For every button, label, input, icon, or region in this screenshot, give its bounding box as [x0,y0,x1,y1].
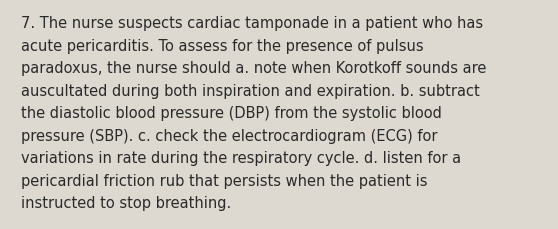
Text: 7. The nurse suspects cardiac tamponade in a patient who has: 7. The nurse suspects cardiac tamponade … [21,16,483,31]
Text: pericardial friction rub that persists when the patient is: pericardial friction rub that persists w… [21,173,427,188]
Text: pressure (SBP). c. check the electrocardiogram (ECG) for: pressure (SBP). c. check the electrocard… [21,128,437,143]
Text: variations in rate during the respiratory cycle. d. listen for a: variations in rate during the respirator… [21,151,461,166]
Text: paradoxus, the nurse should a. note when Korotkoff sounds are: paradoxus, the nurse should a. note when… [21,61,487,76]
Text: instructed to stop breathing.: instructed to stop breathing. [21,196,232,210]
Text: acute pericarditis. To assess for the presence of pulsus: acute pericarditis. To assess for the pr… [21,38,424,53]
Text: auscultated during both inspiration and expiration. b. subtract: auscultated during both inspiration and … [21,83,480,98]
Text: the diastolic blood pressure (DBP) from the systolic blood: the diastolic blood pressure (DBP) from … [21,106,442,121]
